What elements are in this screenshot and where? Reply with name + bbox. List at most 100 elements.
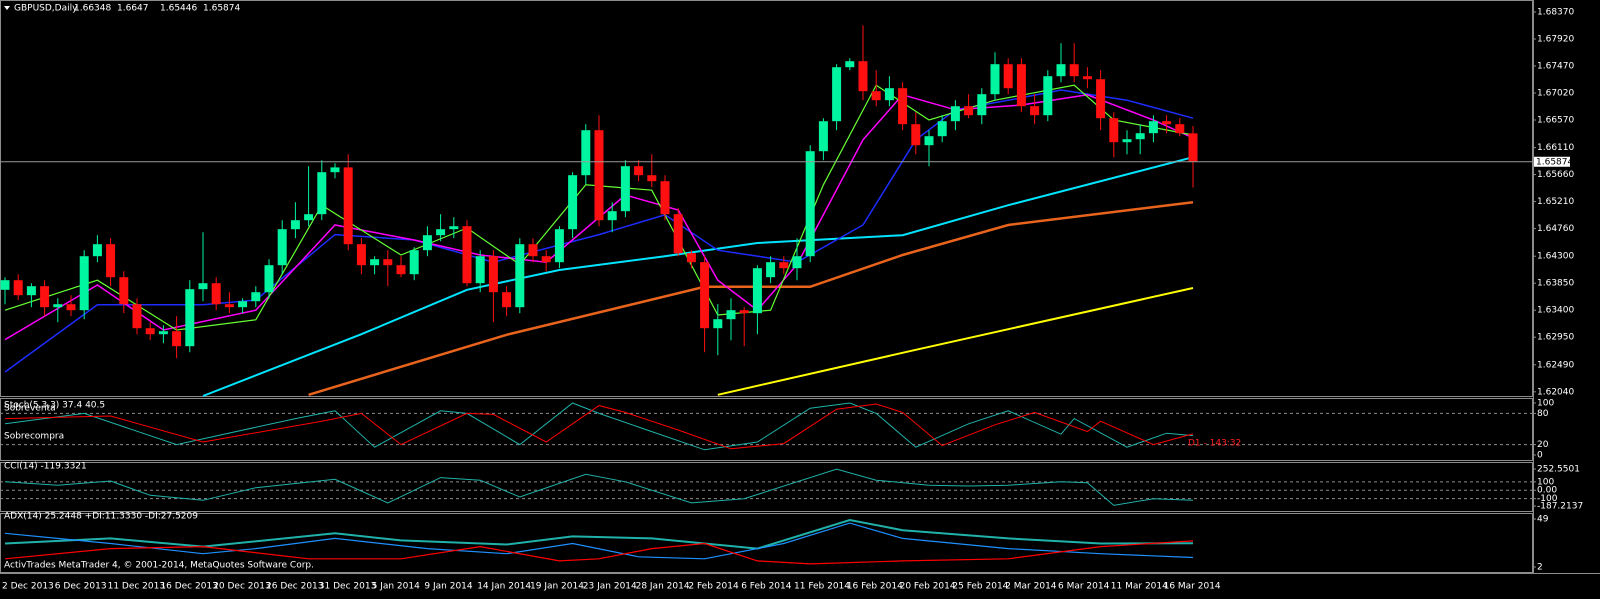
adx-panel-frame: [0, 513, 1533, 573]
y-tick-label: 1.67920: [1537, 35, 1574, 45]
ohlc-close: 1.65874: [203, 4, 240, 14]
y-tick-label: 1.62040: [1537, 387, 1574, 397]
candle-body: [964, 106, 974, 116]
candle-body: [1016, 64, 1026, 107]
y-tick-label: 100: [1537, 477, 1554, 487]
date-label: 19 Jan 2014: [530, 582, 584, 592]
indicator-line: [308, 200, 1194, 396]
date-label: 2 Feb 2014: [688, 582, 739, 592]
candle-body: [766, 262, 776, 278]
candle-body: [1043, 76, 1053, 116]
candle-body: [554, 229, 564, 263]
ohlc-open: 1.66348: [74, 4, 111, 14]
candle-body: [977, 94, 987, 116]
stoch-panel-frame: [0, 398, 1533, 461]
indicator-line: [202, 156, 1194, 397]
date-label: 20 Feb 2014: [900, 582, 956, 592]
candle-body: [92, 244, 102, 257]
date-label: 26 Dec 2013: [266, 582, 324, 592]
candle-body: [1096, 79, 1106, 119]
candle-body: [370, 259, 380, 266]
date-label: 6 Dec 2013: [55, 582, 107, 592]
candle-body: [1188, 133, 1198, 162]
footer-copyright: ActivTrades MetaTrader 4, © 2001-2014, M…: [4, 561, 314, 571]
candle-body: [1148, 121, 1158, 134]
y-tick-label: 1.64300: [1537, 252, 1574, 262]
candle-body: [13, 280, 23, 296]
date-label: 6 Feb 2014: [741, 582, 792, 592]
y-tick-label: 1.68370: [1537, 8, 1574, 18]
header: GBPUSD,Daily 1.66348 1.6647 1.65446 1.65…: [14, 4, 240, 14]
candle-body: [383, 259, 393, 266]
candle-body: [818, 121, 828, 152]
date-label: 11 Feb 2014: [794, 582, 850, 592]
y-tick-label: 1.65660: [1537, 170, 1574, 180]
candle-body: [845, 61, 855, 68]
candle-body: [568, 175, 578, 230]
candle-body: [779, 262, 789, 269]
candle-body: [528, 244, 538, 257]
candle-body: [858, 61, 868, 92]
indicator-title: Stoch(5,3,3) 37.4 40.5: [4, 401, 105, 411]
cci-panel-frame: [0, 462, 1533, 512]
candle-body: [1175, 124, 1185, 134]
date-label: 11 Mar 2014: [1111, 582, 1168, 592]
date-label: 6 Mar 2014: [1058, 582, 1110, 592]
candle-body: [462, 226, 472, 284]
candle-body: [1056, 64, 1066, 77]
candle-body: [26, 286, 36, 296]
candle-body: [53, 304, 63, 308]
candle-body: [277, 229, 287, 266]
date-label: 16 Feb 2014: [847, 582, 903, 592]
y-tick-label: 1.67470: [1537, 62, 1574, 72]
date-label: 16 Mar 2014: [1164, 582, 1221, 592]
candle-body: [647, 175, 657, 182]
candle-body: [515, 244, 525, 308]
candle-body: [924, 136, 934, 146]
candle-body: [726, 310, 736, 320]
candle-body: [898, 88, 908, 125]
candle-body: [158, 331, 168, 335]
candle-body: [66, 304, 76, 311]
indicator-line: [4, 518, 1194, 550]
candle-body: [634, 166, 644, 176]
date-label: 2 Dec 2013: [2, 582, 54, 592]
candle-body: [0, 280, 10, 290]
candle-body: [172, 331, 182, 347]
y-tick-label: 1.65210: [1537, 197, 1574, 207]
candle-body: [356, 244, 366, 266]
date-label: 23 Jan 2014: [583, 582, 637, 592]
candle-body: [620, 166, 630, 212]
y-tick-label: 49: [1537, 515, 1549, 525]
y-tick-label: 1.62490: [1537, 360, 1574, 370]
candle-body: [1069, 64, 1079, 77]
date-label: 20 Dec 2013: [213, 582, 271, 592]
candle-body: [1162, 121, 1172, 125]
y-tick-label: 20: [1537, 440, 1549, 450]
date-label: 5 Jan 2014: [372, 582, 420, 592]
candle-body: [106, 244, 116, 278]
candle-body: [238, 301, 248, 308]
candle-body: [594, 130, 604, 221]
candle-body: [436, 229, 446, 236]
indicator-title: ADX(14) 25.2448 +DI:11.3330 -DI:27.5209: [4, 512, 198, 522]
y-tick-label: 1.62950: [1537, 333, 1574, 343]
price-panel-frame: [0, 0, 1533, 397]
candle-body: [1109, 118, 1119, 143]
candle-body: [871, 91, 881, 101]
y-tick-label: 1.64760: [1537, 224, 1574, 234]
candle-body: [832, 67, 842, 122]
candle-body: [343, 167, 353, 245]
indicator-line: [717, 287, 1194, 396]
candle-body: [739, 310, 749, 314]
y-tick-label: 2: [1537, 563, 1543, 573]
y-tick-label: 1.66570: [1537, 116, 1574, 126]
y-tick-label: -187.2137: [1537, 502, 1583, 512]
candle-body: [541, 256, 551, 263]
indicator-title: CCI(14) -119.3321: [4, 462, 87, 472]
candle-body: [40, 286, 50, 308]
candle-body: [79, 256, 89, 311]
candle-body: [290, 220, 300, 230]
candle-body: [304, 214, 314, 221]
